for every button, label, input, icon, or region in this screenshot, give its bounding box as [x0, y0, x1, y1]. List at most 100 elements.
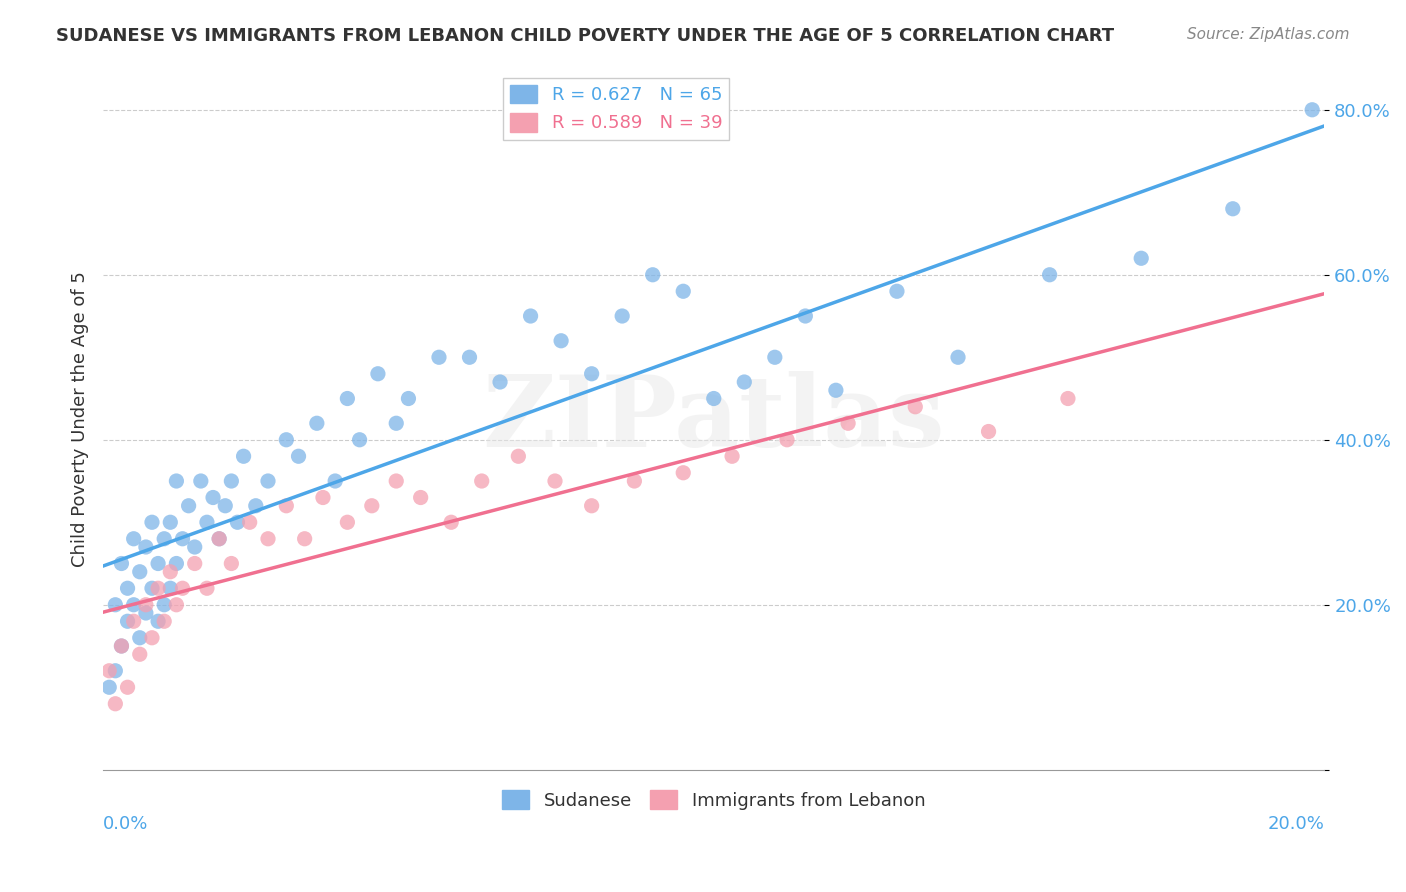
Point: [287, 450, 309, 464]
Point: [195, 581, 218, 595]
Point: [440, 515, 463, 529]
Text: Source: ZipAtlas.com: Source: ZipAtlas.com: [1187, 27, 1350, 42]
Point: [276, 499, 298, 513]
Point: [977, 425, 1000, 439]
Point: [360, 499, 382, 513]
Point: [581, 499, 603, 513]
Point: [128, 647, 150, 661]
Point: [294, 532, 316, 546]
Point: [128, 565, 150, 579]
Point: [349, 433, 371, 447]
Point: [623, 474, 645, 488]
Point: [471, 474, 494, 488]
Point: [165, 557, 187, 571]
Point: [544, 474, 567, 488]
Point: [1039, 268, 1062, 282]
Point: [104, 598, 127, 612]
Point: [946, 351, 969, 365]
Point: [104, 664, 127, 678]
Point: [226, 515, 249, 529]
Point: [183, 557, 205, 571]
Point: [172, 532, 194, 546]
Point: [1222, 202, 1244, 216]
Point: [519, 309, 541, 323]
Point: [146, 557, 169, 571]
Point: [409, 491, 432, 505]
Text: 20.0%: 20.0%: [1268, 815, 1324, 833]
Point: [202, 491, 225, 505]
Point: [98, 680, 121, 694]
Point: [117, 680, 139, 694]
Point: [276, 433, 298, 447]
Point: [117, 614, 139, 628]
Point: [183, 540, 205, 554]
Point: [733, 375, 755, 389]
Point: [232, 450, 254, 464]
Point: [141, 515, 163, 529]
Point: [703, 392, 725, 406]
Point: [1301, 103, 1323, 117]
Point: [141, 581, 163, 595]
Point: [135, 606, 157, 620]
Point: [195, 515, 218, 529]
Point: [159, 581, 181, 595]
Point: [489, 375, 512, 389]
Point: [508, 450, 530, 464]
Point: [904, 400, 927, 414]
Point: [165, 474, 187, 488]
Point: [110, 639, 132, 653]
Point: [208, 532, 231, 546]
Point: [135, 598, 157, 612]
Point: [177, 499, 200, 513]
Point: [190, 474, 212, 488]
Point: [122, 598, 145, 612]
Point: [825, 384, 848, 398]
Point: [214, 499, 236, 513]
Point: [886, 285, 908, 299]
Point: [159, 565, 181, 579]
Point: [257, 532, 280, 546]
Point: [165, 598, 187, 612]
Point: [385, 474, 408, 488]
Point: [239, 515, 262, 529]
Text: SUDANESE VS IMMIGRANTS FROM LEBANON CHILD POVERTY UNDER THE AGE OF 5 CORRELATION: SUDANESE VS IMMIGRANTS FROM LEBANON CHIL…: [56, 27, 1115, 45]
Point: [221, 474, 243, 488]
Point: [550, 334, 572, 348]
Point: [336, 515, 359, 529]
Point: [385, 417, 408, 431]
Point: [245, 499, 267, 513]
Point: [794, 309, 817, 323]
Point: [135, 540, 157, 554]
Point: [172, 581, 194, 595]
Point: [672, 466, 695, 480]
Point: [1057, 392, 1080, 406]
Point: [146, 614, 169, 628]
Point: [153, 532, 176, 546]
Point: [221, 557, 243, 571]
Point: [398, 392, 420, 406]
Point: [117, 581, 139, 595]
Point: [612, 309, 634, 323]
Point: [98, 664, 121, 678]
Point: [153, 598, 176, 612]
Point: [837, 417, 859, 431]
Point: [208, 532, 231, 546]
Point: [721, 450, 744, 464]
Legend: Sudanese, Immigrants from Lebanon: Sudanese, Immigrants from Lebanon: [495, 783, 932, 817]
Point: [1130, 252, 1153, 266]
Point: [257, 474, 280, 488]
Point: [110, 557, 132, 571]
Point: [122, 532, 145, 546]
Point: [305, 417, 328, 431]
Point: [159, 515, 181, 529]
Point: [141, 631, 163, 645]
Point: [672, 285, 695, 299]
Point: [104, 697, 127, 711]
Point: [581, 367, 603, 381]
Point: [458, 351, 481, 365]
Point: [776, 433, 799, 447]
Point: [153, 614, 176, 628]
Point: [367, 367, 389, 381]
Point: [128, 631, 150, 645]
Point: [641, 268, 664, 282]
